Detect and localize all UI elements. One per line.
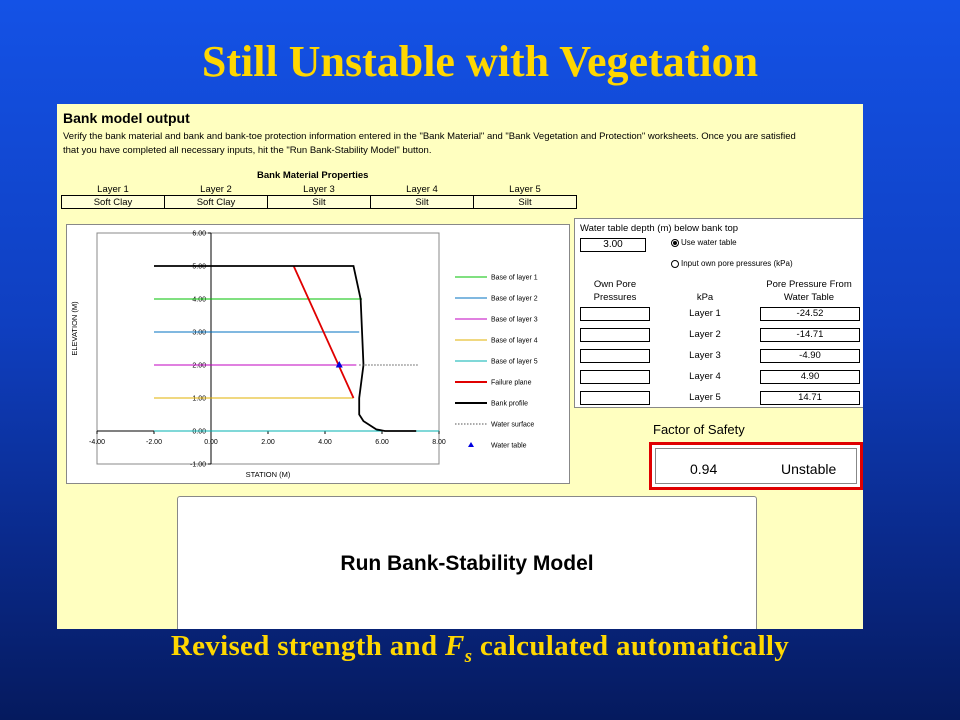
factor-of-safety-inner: 0.94 Unstable <box>655 448 857 484</box>
pore-from-wt-header-2: Water Table <box>783 292 835 303</box>
layer-material-cell[interactable]: Soft Clay <box>61 195 165 209</box>
pore-layer-label: Layer 2 <box>689 329 721 340</box>
x-tick-label: 4.00 <box>318 439 332 446</box>
factor-of-safety-value: 0.94 <box>690 461 718 477</box>
water-table-marker <box>335 361 343 368</box>
use-water-table-option[interactable]: Use water table <box>671 238 737 247</box>
layer-header: Layer 4 <box>370 183 474 196</box>
own-pore-input[interactable] <box>580 349 650 363</box>
y-tick-label: -1.00 <box>190 462 206 469</box>
water-table-panel: Water table depth (m) below bank top 3.0… <box>574 218 863 408</box>
layer-header: Layer 1 <box>61 183 165 196</box>
legend-label: Water table <box>491 443 527 450</box>
pore-layer-label: Layer 3 <box>689 350 721 361</box>
layer-header: Layer 5 <box>473 183 577 196</box>
chart-svg: -4.00 -2.00 0.00 2.00 4.00 6.00 8.00 -1.00 0.00 1… <box>70 231 538 480</box>
y-tick-label: 5.00 <box>192 264 206 271</box>
own-pore-header: Own Pore <box>593 279 637 290</box>
pore-layer-label: Layer 1 <box>689 308 721 319</box>
bank-model-sheet: Bank model output Verify the bank materi… <box>57 104 863 629</box>
legend-label: Base of layer 4 <box>491 338 538 345</box>
y-tick-label: 1.00 <box>192 396 206 403</box>
y-tick-label: 3.00 <box>192 330 206 337</box>
input-own-pressures-option[interactable]: Input own pore pressures (kPa) <box>671 259 793 268</box>
own-pore-input[interactable] <box>580 391 650 405</box>
layer-header: Layer 2 <box>164 183 268 196</box>
pore-pressure-value: 4.90 <box>760 370 860 384</box>
material-properties-table: Layer 1 Layer 2 Layer 3 Layer 4 Layer 5 … <box>61 183 577 209</box>
x-tick-label: -4.00 <box>89 439 105 446</box>
x-tick-label: -2.00 <box>146 439 162 446</box>
own-pore-header-2: Pressures <box>593 292 637 303</box>
layer-material-cell[interactable]: Silt <box>473 195 577 209</box>
y-tick-label: 4.00 <box>192 297 206 304</box>
layer-material-cell[interactable]: Silt <box>267 195 371 209</box>
instructions-text: Verify the bank material and bank and ba… <box>63 131 796 156</box>
own-pore-input[interactable] <box>580 370 650 384</box>
pore-layer-label: Layer 4 <box>689 371 721 382</box>
properties-title: Bank Material Properties <box>257 170 369 181</box>
y-tick-label: 0.00 <box>192 429 206 436</box>
x-axis-label: STATION (M) <box>246 470 291 479</box>
bank-profile-chart: -4.00 -2.00 0.00 2.00 4.00 6.00 8.00 -1.00 0.00 1… <box>66 224 570 484</box>
pore-pressure-value: -14.71 <box>760 328 860 342</box>
x-tick-label: 2.00 <box>261 439 275 446</box>
caption-subscript: s <box>464 645 473 667</box>
y-tick-label: 2.00 <box>192 363 206 370</box>
caption-text-end: calculated automatically <box>472 630 790 662</box>
legend-label: Base of layer 5 <box>491 359 538 366</box>
layer-header: Layer 3 <box>267 183 371 196</box>
y-axis-label: ELEVATION (M) <box>70 301 79 356</box>
pore-from-wt-header: Pore Pressure From <box>766 279 852 290</box>
pore-pressure-value: -4.90 <box>760 349 860 363</box>
run-button-label: Run Bank-Stability Model <box>340 552 594 575</box>
pore-layer-label: Layer 5 <box>689 392 721 403</box>
own-pore-input[interactable] <box>580 307 650 321</box>
water-table-depth-input[interactable]: 3.00 <box>580 238 646 252</box>
slide-caption: Revised strength and Fs calculated autom… <box>0 630 960 668</box>
slide-title: Still Unstable with Vegetation <box>201 37 759 86</box>
legend-label: Base of layer 1 <box>491 275 538 282</box>
bank-profile-line <box>154 265 417 432</box>
legend-label: Base of layer 3 <box>491 317 538 324</box>
legend-swatch <box>468 442 474 447</box>
sheet-heading: Bank model output <box>63 110 190 126</box>
own-pore-input[interactable] <box>580 328 650 342</box>
x-tick-label: 0.00 <box>204 439 218 446</box>
use-water-table-label: Use water table <box>681 238 737 247</box>
legend-label: Bank profile <box>491 401 528 408</box>
radio-selected-icon <box>671 238 679 247</box>
water-table-label: Water table depth (m) below bank top <box>580 223 739 234</box>
radio-unselected-icon <box>671 259 679 268</box>
pore-pressure-value: 14.71 <box>760 391 860 405</box>
layer-material-cell[interactable]: Soft Clay <box>164 195 268 209</box>
caption-variable: F <box>444 630 465 662</box>
kpa-header: kPa <box>696 292 714 303</box>
run-bank-stability-button[interactable]: Run Bank-Stability Model <box>177 496 757 629</box>
factor-of-safety-label: Factor of Safety <box>653 422 745 437</box>
layer-material-cell[interactable]: Silt <box>370 195 474 209</box>
pore-pressure-value: -24.52 <box>760 307 860 321</box>
failure-plane-line <box>292 265 355 399</box>
factor-of-safety-box: 0.94 Unstable <box>649 442 863 490</box>
legend-label: Failure plane <box>491 380 532 387</box>
legend-label: Base of layer 2 <box>491 296 538 303</box>
x-tick-label: 8.00 <box>432 439 446 446</box>
stability-status: Unstable <box>781 461 837 477</box>
plot-area <box>96 232 440 465</box>
x-tick-label: 6.00 <box>375 439 389 446</box>
legend-label: Water surface <box>491 422 534 429</box>
caption-text-start: Revised strength and <box>170 630 445 662</box>
y-tick-label: 6.00 <box>192 231 206 238</box>
input-own-pressures-label: Input own pore pressures (kPa) <box>681 259 793 268</box>
